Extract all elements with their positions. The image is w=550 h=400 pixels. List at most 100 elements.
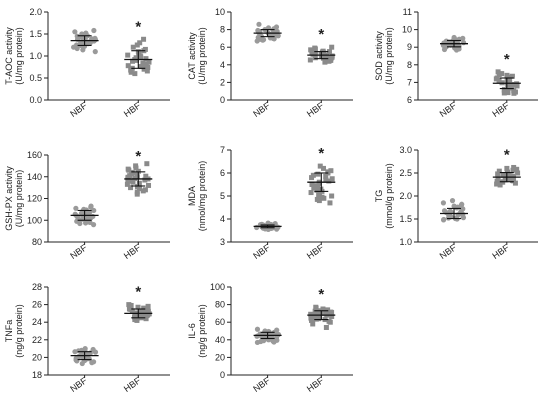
significance-marker: * <box>318 26 324 43</box>
data-point-hbf <box>130 58 136 64</box>
data-point-hbf <box>133 165 139 171</box>
y-tick-label: 40 <box>215 335 225 345</box>
y-tick-label: 1.0 <box>399 237 412 247</box>
data-point-hbf <box>135 304 141 310</box>
y-tick-label: 120 <box>27 194 42 204</box>
data-point-hbf <box>497 182 503 188</box>
data-point-nbf <box>89 360 95 366</box>
y-tick-label: 1.0 <box>29 51 42 61</box>
y-axis-title: CAT activity(U/mg protein) <box>187 27 207 85</box>
data-point-hbf <box>326 58 332 64</box>
x-tick-label-nbf: NBF <box>68 100 89 119</box>
data-point-hbf <box>329 193 335 199</box>
y-tick-label: 4 <box>220 214 225 224</box>
data-point-hbf <box>309 182 315 187</box>
data-point-hbf <box>505 90 511 96</box>
x-tick-label-nbf: NBF <box>251 242 272 261</box>
data-point-hbf <box>312 55 318 61</box>
x-tick-label-hbf: HBF <box>305 242 326 261</box>
data-point-nbf <box>256 21 262 27</box>
data-point-hbf <box>130 44 136 50</box>
data-point-nbf <box>72 349 78 355</box>
data-point-hbf <box>509 73 515 79</box>
data-point-hbf <box>141 310 147 316</box>
x-tick-label-nbf: NBF <box>68 375 89 394</box>
data-point-hbf <box>142 177 148 183</box>
y-axis-title-line: IL-6 <box>187 323 197 339</box>
data-point-hbf <box>129 308 135 314</box>
y-axis-title-line: (mmol/g protein) <box>384 163 394 229</box>
y-tick-label: 9 <box>407 42 412 52</box>
data-point-hbf <box>493 76 499 82</box>
y-tick-label: 80 <box>215 300 225 310</box>
data-point-hbf <box>512 180 518 186</box>
data-point-hbf <box>126 167 132 173</box>
data-point-hbf <box>128 69 134 75</box>
data-point-hbf <box>138 64 144 70</box>
y-tick-label: 3.0 <box>399 145 412 155</box>
data-point-hbf <box>329 310 335 316</box>
data-point-nbf <box>254 224 260 231</box>
data-point-hbf <box>510 167 516 173</box>
data-point-nbf <box>254 38 260 44</box>
significance-marker: * <box>318 286 324 303</box>
y-axis-title-line: TG <box>374 190 384 203</box>
y-tick-label: 8 <box>407 60 412 70</box>
data-point-hbf <box>141 36 147 42</box>
data-point-nbf <box>79 360 85 367</box>
data-point-nbf <box>90 222 97 228</box>
data-point-hbf <box>146 182 152 188</box>
data-point-hbf <box>145 303 151 309</box>
data-point-hbf <box>495 171 501 177</box>
data-point-hbf <box>316 198 322 204</box>
data-point-hbf <box>326 178 332 184</box>
data-point-hbf <box>496 71 502 77</box>
data-point-hbf <box>136 186 142 192</box>
y-axis-title-line: TNFa <box>4 320 14 343</box>
y-tick-label: 3 <box>220 237 225 247</box>
data-point-hbf <box>132 71 138 77</box>
y-axis-title-line: (U/mg protein) <box>384 27 394 85</box>
data-point-hbf <box>145 64 151 70</box>
data-point-hbf <box>134 57 140 63</box>
y-axis-title: IL-6(ng/g protein) <box>187 304 207 358</box>
data-point-hbf <box>317 163 323 169</box>
data-point-hbf <box>144 313 150 319</box>
y-axis-title-line: (nmol/mg protein) <box>197 161 207 232</box>
data-point-hbf <box>140 188 146 194</box>
data-point-hbf <box>128 185 134 191</box>
data-point-hbf <box>313 305 319 311</box>
y-axis-title: SOD activity(U/mg protein) <box>374 27 394 85</box>
y-tick-label: 2 <box>220 77 225 87</box>
y-axis-title-line: T-AOC activity <box>4 27 14 85</box>
data-point-hbf <box>143 62 149 68</box>
data-point-hbf <box>143 56 149 62</box>
y-axis-title-line: (ng/g protein) <box>197 304 207 358</box>
data-point-nbf <box>440 200 447 206</box>
data-point-nbf <box>72 29 78 35</box>
y-tick-label: 8 <box>220 25 225 35</box>
data-point-nbf <box>440 217 447 223</box>
data-point-nbf <box>274 226 280 232</box>
data-point-nbf <box>441 46 448 53</box>
data-point-hbf <box>309 175 315 181</box>
y-tick-label: 7 <box>407 77 412 87</box>
significance-marker: * <box>504 51 510 68</box>
data-point-hbf <box>504 165 510 171</box>
data-point-hbf <box>130 179 136 185</box>
significance-marker: * <box>504 146 510 163</box>
x-tick-label-nbf: NBF <box>438 242 459 261</box>
data-point-hbf <box>511 90 517 96</box>
y-axis-title-line: (U/mg protein) <box>14 27 24 85</box>
data-point-nbf <box>275 33 281 39</box>
data-point-hbf <box>144 161 150 167</box>
x-tick-label-hbf: HBF <box>122 375 143 394</box>
data-point-hbf <box>311 185 317 191</box>
x-tick-label-hbf: HBF <box>305 375 326 394</box>
y-tick-label: 0 <box>220 370 225 380</box>
y-tick-label: 10 <box>215 7 225 17</box>
y-tick-label: 20 <box>215 352 225 362</box>
data-point-hbf <box>494 178 500 184</box>
